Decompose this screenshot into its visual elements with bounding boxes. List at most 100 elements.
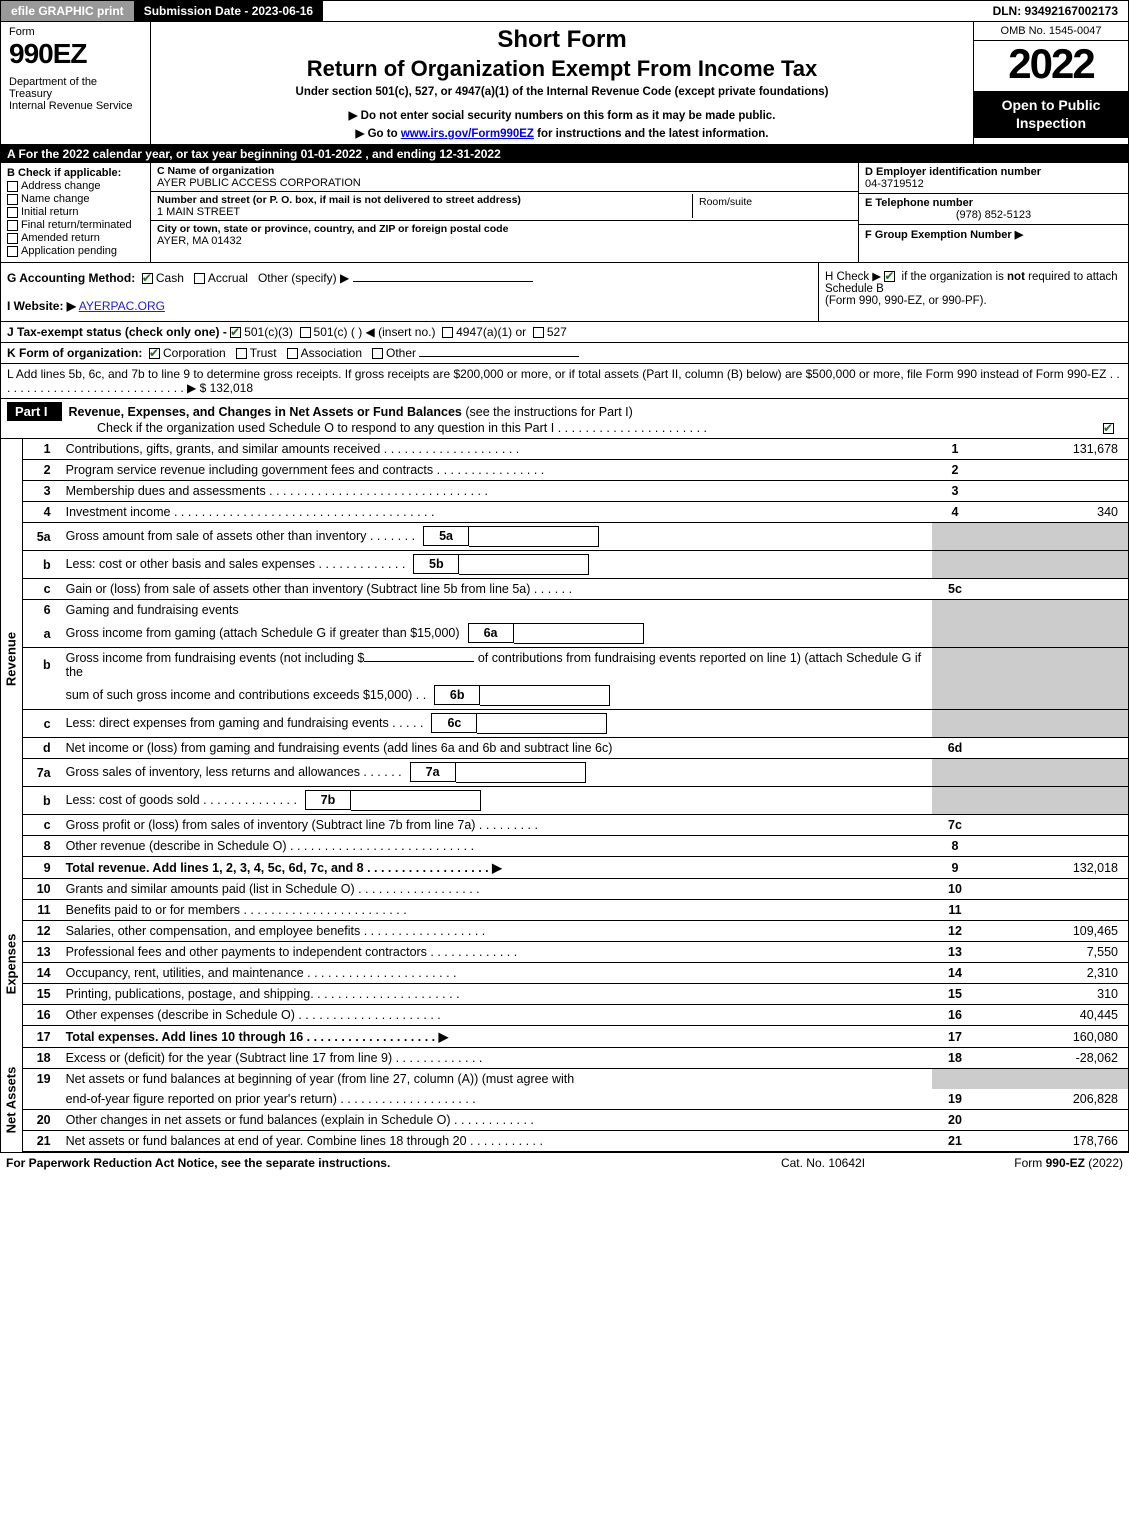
cash-label: Cash [156, 271, 184, 285]
footer-left: For Paperwork Reduction Act Notice, see … [6, 1156, 723, 1170]
amt [978, 759, 1128, 787]
rn: 12 [932, 921, 978, 942]
amt [978, 1110, 1128, 1131]
page-footer: For Paperwork Reduction Act Notice, see … [0, 1153, 1129, 1173]
ln: 6 [23, 600, 61, 621]
chk-label: Initial return [21, 206, 78, 218]
chk-501c[interactable] [300, 327, 311, 338]
ln: 3 [23, 481, 61, 502]
chk-name-change[interactable]: Name change [7, 193, 144, 205]
subnum: 6a [468, 623, 514, 643]
table-row: 19Net assets or fund balances at beginni… [23, 1069, 1128, 1090]
chk-final-return[interactable]: Final return/terminated [7, 219, 144, 231]
ln: 20 [23, 1110, 61, 1131]
subamt [469, 526, 599, 547]
chk-4947[interactable] [442, 327, 453, 338]
chk-schedule-o[interactable] [1103, 423, 1114, 434]
vside-net-assets-label: Net Assets [4, 1067, 19, 1134]
ln: 9 [23, 857, 61, 879]
submission-date-button[interactable]: Submission Date - 2023-06-16 [134, 1, 323, 21]
desc: Investment income . . . . . . . . . . . … [61, 502, 932, 523]
amt [978, 579, 1128, 600]
amt: 132,018 [978, 857, 1128, 879]
desc: Occupancy, rent, utilities, and maintena… [61, 963, 932, 984]
k-o3: Association [301, 346, 362, 360]
amt [978, 551, 1128, 579]
chk-corp[interactable] [149, 348, 160, 359]
ln: 18 [23, 1048, 61, 1069]
chk-cash[interactable] [142, 273, 153, 284]
other-org-line[interactable] [419, 356, 579, 357]
omb-number: OMB No. 1545-0047 [974, 22, 1128, 41]
amt [978, 523, 1128, 551]
goto-pre: ▶ Go to [356, 128, 401, 140]
ln: d [23, 738, 61, 759]
part1-tag: Part I [7, 402, 62, 421]
table-row: sum of such gross income and contributio… [23, 682, 1128, 710]
desc: sum of such gross income and contributio… [61, 682, 932, 710]
revenue-section: Revenue 1Contributions, gifts, grants, a… [1, 439, 1128, 879]
d: Total expenses. Add lines 10 through 16 … [66, 1030, 449, 1044]
rn: 3 [932, 481, 978, 502]
efile-print-button[interactable]: efile GRAPHIC print [1, 1, 134, 21]
desc: Excess or (deficit) for the year (Subtra… [61, 1048, 932, 1069]
chk-other-org[interactable] [372, 348, 383, 359]
goto-post: for instructions and the latest informat… [534, 128, 769, 140]
ln: b [23, 648, 61, 683]
table-row: 13Professional fees and other payments t… [23, 942, 1128, 963]
j-tax-exempt: J Tax-exempt status (check only one) - 5… [1, 322, 1128, 343]
chk-trust[interactable] [236, 348, 247, 359]
amt: 310 [978, 984, 1128, 1005]
rn: 4 [932, 502, 978, 523]
table-row: cGross profit or (loss) from sales of in… [23, 815, 1128, 836]
website-link[interactable]: AYERPAC.ORG [79, 299, 165, 313]
irs-link[interactable]: www.irs.gov/Form990EZ [401, 128, 534, 140]
chk-accrual[interactable] [194, 273, 205, 284]
j-o1: 501(c)(3) [244, 325, 293, 339]
rn: 2 [932, 460, 978, 481]
chk-501c3[interactable] [230, 327, 241, 338]
table-row: 6Gaming and fundraising events [23, 600, 1128, 621]
l-gross-receipts: L Add lines 5b, 6c, and 7b to line 9 to … [1, 364, 1128, 399]
ln: 12 [23, 921, 61, 942]
chk-amended-return[interactable]: Amended return [7, 232, 144, 244]
expenses-section: Expenses 10Grants and similar amounts pa… [1, 879, 1128, 1048]
rn: 13 [932, 942, 978, 963]
ln: b [23, 551, 61, 579]
rn [932, 1069, 978, 1090]
vside-net-assets: Net Assets [1, 1048, 23, 1152]
chk-address-change[interactable]: Address change [7, 180, 144, 192]
h-mid: if the organization is [902, 271, 1007, 283]
col-b-checkboxes: B Check if applicable: Address change Na… [1, 163, 151, 262]
ln: 15 [23, 984, 61, 1005]
chk-h[interactable] [884, 271, 895, 282]
org-city: AYER, MA 01432 [157, 235, 852, 247]
chk-assoc[interactable] [287, 348, 298, 359]
rn: 7c [932, 815, 978, 836]
table-row: 17Total expenses. Add lines 10 through 1… [23, 1026, 1128, 1048]
d: Less: cost or other basis and sales expe… [66, 557, 406, 571]
footer-form-post: (2022) [1085, 1156, 1123, 1170]
ln [23, 1089, 61, 1110]
l-value: 132,018 [210, 381, 253, 395]
phone-value: (978) 852-5123 [865, 209, 1122, 221]
chk-application-pending[interactable]: Application pending [7, 245, 144, 257]
table-row: 9Total revenue. Add lines 1, 2, 3, 4, 5c… [23, 857, 1128, 879]
desc: Other revenue (describe in Schedule O) .… [61, 836, 932, 857]
ln: 11 [23, 900, 61, 921]
other-specify-line[interactable] [353, 281, 533, 282]
row-a-tax-year: A For the 2022 calendar year, or tax yea… [1, 145, 1128, 163]
subtitle-ssn-warning: ▶ Do not enter social security numbers o… [161, 108, 963, 122]
chk-527[interactable] [533, 327, 544, 338]
table-row: dNet income or (loss) from gaming and fu… [23, 738, 1128, 759]
desc: Gross income from fundraising events (no… [61, 648, 932, 683]
subamt [351, 790, 481, 811]
l-text: L Add lines 5b, 6c, and 7b to line 9 to … [7, 367, 1120, 395]
k-o4: Other [386, 346, 416, 360]
rn: 9 [932, 857, 978, 879]
blank-line[interactable] [364, 661, 474, 662]
chk-initial-return[interactable]: Initial return [7, 206, 144, 218]
b-header: B Check if applicable: [7, 167, 144, 179]
rn: 21 [932, 1131, 978, 1152]
ln: b [23, 787, 61, 815]
